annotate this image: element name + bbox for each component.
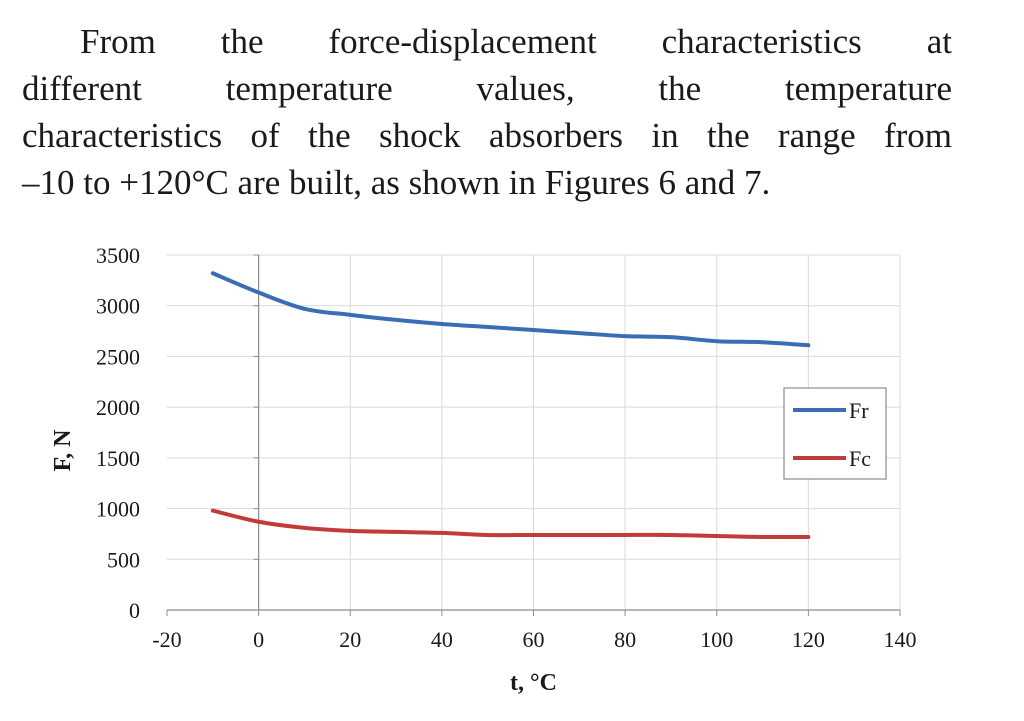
body-paragraph: From the force-displacement characterist… bbox=[22, 18, 952, 206]
y-axis-label: F, N bbox=[50, 429, 76, 471]
y-tick-label: 0 bbox=[129, 598, 140, 623]
paragraph-line: characteristics of the shock absorbers i… bbox=[22, 116, 952, 155]
x-tick-labels: -20 0 20 40 60 80 100 120 140 bbox=[152, 627, 916, 652]
x-tick-label: 60 bbox=[523, 627, 545, 652]
y-tick-label: 1500 bbox=[96, 446, 140, 471]
paragraph-line: –10 to +120°C are built, as shown in Fig… bbox=[22, 163, 771, 202]
y-tick-label: 3000 bbox=[96, 294, 140, 319]
x-tick-label: -20 bbox=[152, 627, 181, 652]
legend-label-fr: Fr bbox=[849, 398, 869, 423]
y-tick-label: 500 bbox=[107, 547, 140, 572]
series-line-fr bbox=[210, 271, 811, 348]
x-tick-label: 100 bbox=[700, 627, 733, 652]
legend-label-fc: Fc bbox=[849, 446, 871, 471]
x-axis-label: t, °C bbox=[510, 670, 557, 696]
y-tick-label: 1000 bbox=[96, 497, 140, 522]
x-tick-label: 80 bbox=[614, 627, 636, 652]
y-tick-label: 2000 bbox=[96, 395, 140, 420]
series-lines bbox=[210, 271, 811, 540]
y-tick-labels: 0 500 1000 1500 2000 2500 3000 3500 bbox=[96, 243, 140, 623]
legend: Fr Fc bbox=[783, 387, 887, 480]
x-tick-label: 40 bbox=[431, 627, 453, 652]
axes bbox=[166, 254, 901, 616]
y-tick-label: 2500 bbox=[96, 344, 140, 369]
legend-box bbox=[783, 387, 887, 480]
y-tick-label: 3500 bbox=[96, 243, 140, 268]
paragraph-line: From the force-displacement characterist… bbox=[80, 22, 952, 61]
temperature-force-chart: 0 500 1000 1500 2000 2500 3000 3500 -20 0 20 40 60 8… bbox=[50, 243, 917, 696]
x-tick-label: 140 bbox=[884, 627, 917, 652]
series-line-fc bbox=[210, 508, 811, 540]
paragraph-line: different temperature values, the temper… bbox=[22, 69, 952, 108]
x-tick-label: 20 bbox=[339, 627, 361, 652]
x-tick-label: 0 bbox=[253, 627, 264, 652]
x-tick-label: 120 bbox=[792, 627, 825, 652]
